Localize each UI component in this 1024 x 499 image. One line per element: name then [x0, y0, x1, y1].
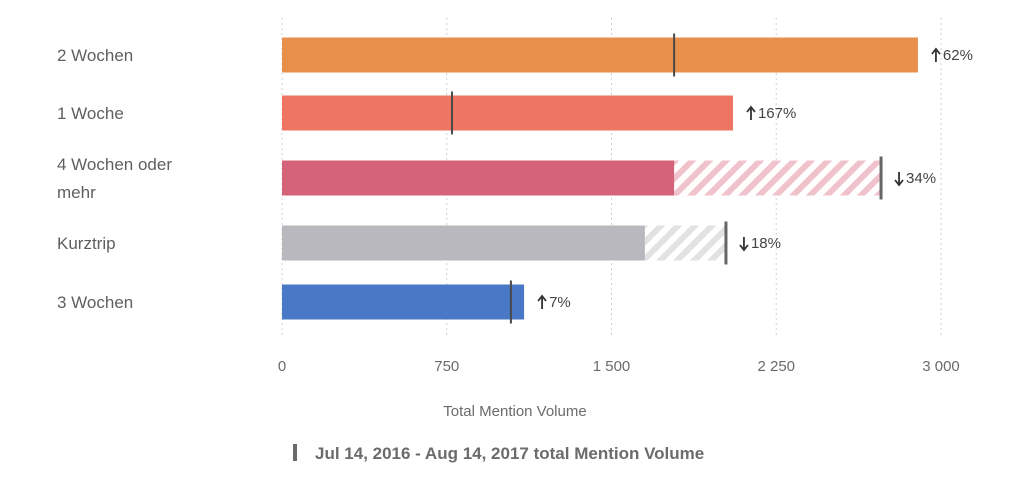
- bar-decline-hatch: [674, 160, 882, 196]
- x-axis-ticks: 0 750 1 500 2 250 3 000: [278, 358, 960, 375]
- legend-marker-swatch: [293, 444, 297, 461]
- previous-period-marker: [673, 33, 676, 77]
- x-tick-label: 750: [434, 358, 459, 375]
- bar-row: 34%: [282, 156, 936, 200]
- category-label: Kurztrip: [57, 234, 116, 253]
- arrow-up-icon: [746, 105, 756, 120]
- change-percent-label: 7%: [549, 294, 571, 311]
- change-percent-label: 18%: [751, 235, 781, 252]
- x-tick-label: 2 250: [757, 358, 795, 375]
- previous-period-marker: [724, 221, 728, 265]
- category-label: 1 Woche: [57, 104, 124, 123]
- bar-row: 167%: [282, 91, 796, 135]
- arrow-down-icon: [894, 172, 904, 187]
- change-percent-label: 167%: [758, 105, 796, 122]
- bar-row: 62%: [282, 33, 973, 77]
- x-tick-label: 1 500: [593, 358, 631, 375]
- previous-period-marker: [451, 91, 454, 135]
- arrow-up-icon: [931, 47, 941, 62]
- category-label: 3 Wochen: [57, 293, 133, 312]
- category-label: 4 Wochen oder: [57, 155, 172, 174]
- bar-decline-hatch: [644, 225, 726, 261]
- category-labels: 2 Wochen 1 Woche 4 Wochen oder mehr Kurztrip…: [57, 46, 172, 312]
- change-percent-label: 34%: [906, 170, 936, 187]
- bars: 62% 167% 34% 18% 7%: [282, 33, 973, 324]
- arrow-down-icon: [739, 237, 749, 252]
- category-label: mehr: [57, 183, 96, 202]
- bar-row: 18%: [282, 221, 781, 265]
- category-label: 2 Wochen: [57, 46, 133, 65]
- bar: [282, 37, 918, 73]
- previous-period-marker: [879, 156, 883, 200]
- legend-label: Jul 14, 2016 - Aug 14, 2017 total Mentio…: [315, 444, 704, 463]
- bar: [282, 225, 645, 261]
- arrow-up-icon: [537, 294, 547, 309]
- bar: [282, 95, 733, 131]
- x-axis-title: Total Mention Volume: [443, 403, 586, 420]
- bar: [282, 160, 675, 196]
- change-percent-label: 62%: [943, 47, 973, 64]
- x-tick-label: 3 000: [922, 358, 960, 375]
- legend: Jul 14, 2016 - Aug 14, 2017 total Mentio…: [293, 444, 704, 463]
- x-tick-label: 0: [278, 358, 286, 375]
- previous-period-marker: [509, 280, 512, 324]
- bar-row: 7%: [282, 280, 571, 324]
- bar: [282, 284, 525, 320]
